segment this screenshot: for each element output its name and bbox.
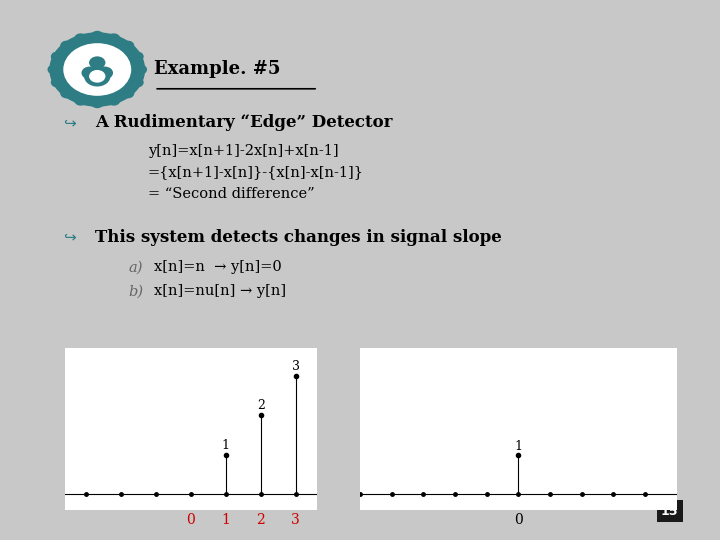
Text: ={x[n+1]-x[n]}-{x[n]-x[n-1]}: ={x[n+1]-x[n]}-{x[n]-x[n-1]} bbox=[148, 165, 364, 179]
Circle shape bbox=[61, 89, 72, 98]
Circle shape bbox=[61, 42, 72, 50]
Text: 1: 1 bbox=[222, 439, 230, 452]
Text: a): a) bbox=[128, 260, 143, 274]
Circle shape bbox=[89, 56, 105, 69]
Circle shape bbox=[89, 70, 105, 83]
Circle shape bbox=[108, 34, 120, 43]
Circle shape bbox=[96, 66, 113, 79]
Text: 3: 3 bbox=[292, 360, 300, 373]
Text: y[n]=x[n+1]-2x[n]+x[n-1]: y[n]=x[n+1]-2x[n]+x[n-1] bbox=[148, 144, 338, 158]
Text: 2: 2 bbox=[257, 399, 265, 413]
Circle shape bbox=[63, 43, 131, 96]
Circle shape bbox=[50, 33, 145, 106]
Text: x[n]=n  → y[n]=0: x[n]=n → y[n]=0 bbox=[154, 260, 282, 274]
Circle shape bbox=[122, 89, 134, 98]
Circle shape bbox=[91, 99, 103, 107]
Text: Example. #5: Example. #5 bbox=[154, 60, 281, 78]
Text: This system detects changes in signal slope: This system detects changes in signal sl… bbox=[95, 228, 502, 246]
Circle shape bbox=[135, 65, 146, 74]
Text: b): b) bbox=[128, 285, 143, 298]
Circle shape bbox=[81, 66, 98, 79]
Circle shape bbox=[132, 78, 143, 87]
Text: ↪: ↪ bbox=[63, 230, 76, 245]
Circle shape bbox=[108, 96, 120, 105]
Text: 1: 1 bbox=[514, 440, 523, 453]
Circle shape bbox=[52, 78, 63, 87]
Circle shape bbox=[52, 52, 63, 61]
Circle shape bbox=[75, 34, 86, 43]
Text: A Rudimentary “Edge” Detector: A Rudimentary “Edge” Detector bbox=[95, 114, 393, 131]
Text: 15: 15 bbox=[661, 505, 678, 518]
Circle shape bbox=[48, 65, 60, 74]
Circle shape bbox=[91, 31, 103, 40]
Text: x[n]=nu[n] → y[n]: x[n]=nu[n] → y[n] bbox=[154, 285, 287, 298]
Circle shape bbox=[93, 66, 102, 73]
Text: = “Second difference”: = “Second difference” bbox=[148, 187, 315, 201]
Circle shape bbox=[84, 66, 110, 86]
Text: ↪: ↪ bbox=[63, 116, 76, 130]
Circle shape bbox=[132, 52, 143, 61]
Circle shape bbox=[75, 96, 86, 105]
Circle shape bbox=[122, 42, 134, 50]
